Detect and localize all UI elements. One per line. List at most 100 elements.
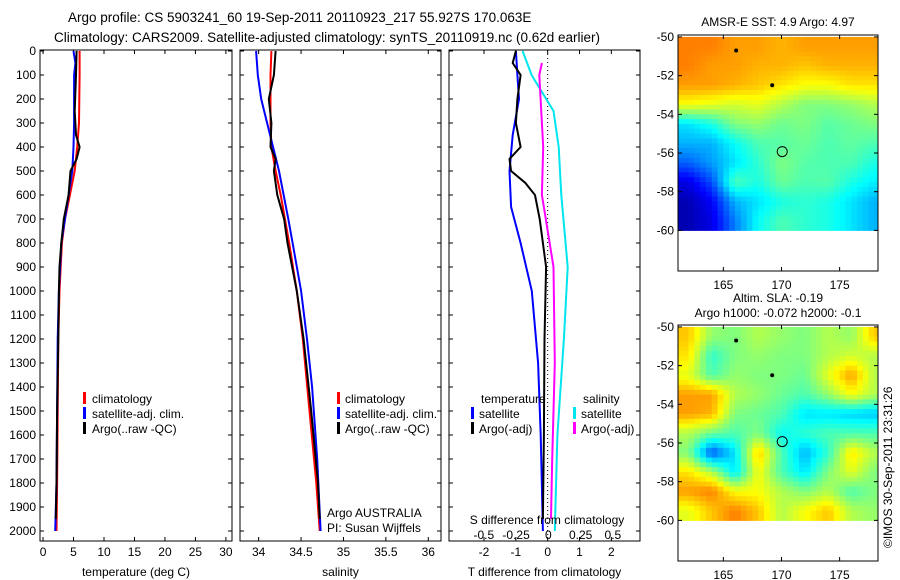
map-cell <box>833 191 841 198</box>
map-cell <box>775 472 782 478</box>
map-cell <box>862 375 870 381</box>
map-cell <box>857 384 864 391</box>
map-cell <box>746 433 753 439</box>
legend-label: satellite-adj. clim. <box>345 407 437 421</box>
map-cell <box>678 46 684 52</box>
map-cell <box>804 94 812 101</box>
map-cell <box>851 510 858 517</box>
map-cell <box>810 496 817 502</box>
map-cell <box>857 143 864 149</box>
map-cell <box>810 394 817 400</box>
map-cell <box>723 409 730 415</box>
map-cell <box>781 399 788 405</box>
map-cell <box>804 331 812 338</box>
map-cell <box>688 515 695 521</box>
legend-swatch <box>83 422 86 434</box>
map-cell <box>752 496 759 502</box>
map-cell <box>694 75 701 81</box>
map-cell <box>734 215 742 222</box>
map-cell <box>787 433 794 439</box>
map-cell <box>758 467 765 473</box>
map-cell <box>764 428 771 434</box>
map-cell <box>828 476 835 483</box>
map-cell <box>705 476 713 483</box>
map-cell <box>682 220 689 227</box>
map-cell <box>804 162 812 169</box>
map-cell <box>705 389 713 396</box>
map-cell <box>700 167 707 173</box>
map-cell <box>833 80 841 86</box>
map-cell <box>758 472 765 478</box>
map-cell <box>868 476 876 483</box>
map-cell <box>845 481 852 488</box>
map-cell <box>798 472 806 478</box>
map-cell <box>845 123 852 130</box>
map-cell <box>752 476 759 483</box>
map-cell <box>694 114 701 120</box>
map-cell <box>793 148 800 154</box>
map-cell <box>717 418 724 425</box>
map-cell <box>734 46 742 52</box>
map-cell <box>775 123 782 130</box>
map-cell <box>874 119 879 125</box>
map-cell <box>828 326 835 333</box>
map-cell <box>810 501 817 507</box>
map-cell <box>793 428 800 434</box>
map-cell <box>694 365 701 371</box>
map-cell <box>804 51 812 57</box>
map-cell <box>862 201 870 207</box>
map-cell <box>764 380 771 386</box>
map-cell <box>874 375 879 381</box>
map-cell <box>868 336 876 342</box>
map-cell <box>734 182 742 188</box>
map-cell <box>810 56 817 62</box>
map-cell <box>822 182 829 188</box>
map-cell <box>682 355 689 362</box>
map-cell <box>694 472 701 478</box>
map-cell <box>828 211 835 217</box>
map-cell <box>828 452 835 459</box>
map-cell <box>822 355 829 362</box>
x-tick-label: 35.5 <box>374 545 398 559</box>
map-cell <box>839 36 846 43</box>
map-cell <box>705 65 713 72</box>
map-cell <box>717 109 724 115</box>
map-cell <box>839 70 846 77</box>
map-cell <box>769 211 777 217</box>
map-cell <box>828 399 835 405</box>
map-cell <box>758 162 765 169</box>
map-cell <box>734 162 742 169</box>
map-cell <box>678 182 684 188</box>
map-cell <box>798 215 806 222</box>
map-cell <box>857 123 864 130</box>
map-cell <box>839 80 846 86</box>
map-cell <box>798 433 806 439</box>
legend-label: climatology <box>345 392 405 406</box>
map-cell <box>775 380 782 386</box>
map-cell <box>746 41 753 48</box>
map-cell <box>793 138 800 144</box>
map-cell <box>711 326 719 333</box>
map-cell <box>862 51 870 57</box>
map-cell <box>810 167 817 173</box>
map-cell <box>740 370 748 376</box>
map-cell <box>793 472 800 478</box>
map-cell <box>711 90 719 96</box>
map-cell <box>717 153 724 159</box>
map-cell <box>723 41 730 48</box>
map-cell <box>678 418 684 425</box>
map-cell <box>793 462 800 468</box>
map-cell <box>798 510 806 517</box>
map-cell <box>694 486 701 492</box>
map-cell <box>711 394 719 400</box>
map-cell <box>851 447 858 454</box>
map-cell <box>845 365 852 371</box>
map-cell <box>804 326 812 333</box>
map-cell <box>746 375 753 381</box>
map-cell <box>711 177 719 183</box>
map-cell <box>752 157 759 164</box>
map-cell <box>833 476 841 483</box>
map-cell <box>694 413 701 420</box>
map-cell <box>740 65 748 72</box>
map-cell <box>729 476 736 483</box>
